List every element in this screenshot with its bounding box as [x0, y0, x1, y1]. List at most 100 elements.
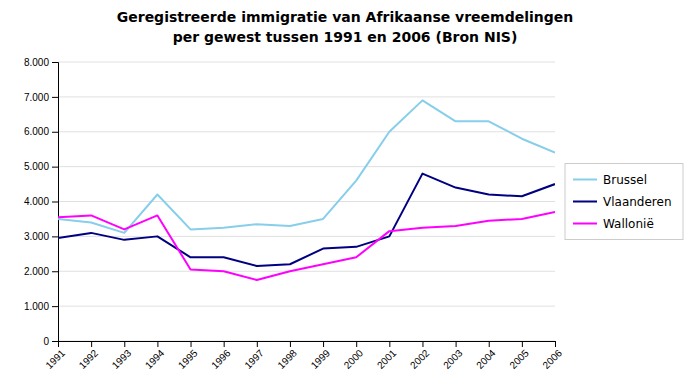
x-tick-mark — [157, 341, 158, 347]
legend-swatch — [573, 201, 597, 203]
x-tick-label: 2003 — [441, 347, 465, 371]
grid-line — [58, 62, 555, 63]
y-tick-label: 6.000 — [24, 126, 49, 137]
legend-label: Wallonië — [603, 217, 654, 231]
x-tick-label: 2001 — [375, 347, 399, 371]
x-tick-label: 1999 — [309, 347, 333, 371]
legend-label: Vlaanderen — [603, 195, 672, 209]
x-tick-label: 2006 — [540, 347, 564, 371]
x-tick-label: 1991 — [43, 347, 67, 371]
x-tick-label: 1995 — [176, 347, 200, 371]
y-tick-label: 3.000 — [24, 231, 49, 242]
x-tick-mark — [290, 341, 291, 347]
x-tick-mark — [257, 341, 258, 347]
x-tick-label: 1998 — [275, 347, 299, 371]
x-tick-mark — [356, 341, 357, 347]
x-axis-line — [59, 342, 556, 348]
x-tick: 2003 — [441, 341, 465, 371]
grid-line — [58, 96, 555, 97]
y-tick-label: 5.000 — [24, 161, 49, 172]
x-tick: 1997 — [242, 341, 266, 371]
x-tick: 1995 — [176, 341, 200, 371]
y-tick-label: 0 — [43, 336, 49, 347]
y-tick: 0 — [43, 336, 58, 347]
y-tick-label: 1.000 — [24, 301, 49, 312]
legend: Brussel Vlaanderen Wallonië — [565, 164, 683, 240]
legend-box — [565, 164, 683, 240]
title: Geregistreerde immigratie van Afrikaanse… — [117, 9, 574, 25]
y-tick: 8.000 — [24, 57, 58, 68]
x-tick-mark — [389, 341, 390, 347]
grid-line — [58, 166, 555, 167]
legend-swatch — [573, 223, 597, 225]
x-tick-mark — [191, 341, 192, 347]
chart-svg: 1991 1992 1993 1994 1995 1996 1997 1998 1999 2000… — [0, 0, 690, 389]
x-tick-mark — [224, 341, 225, 347]
grid-line — [58, 306, 555, 307]
x-tick-mark — [124, 341, 125, 347]
y-tick: 7.000 — [24, 92, 58, 103]
y-axis-line — [52, 63, 59, 342]
y-tick-label: 8.000 — [24, 57, 49, 68]
x-tick-label: 2002 — [408, 347, 432, 371]
x-tick-mark — [323, 341, 324, 347]
x-tick-mark — [422, 341, 423, 347]
legend-swatch — [573, 179, 597, 181]
y-tick-label: 4.000 — [24, 196, 49, 207]
y-tick-mark — [52, 271, 58, 272]
x-tick: 1999 — [309, 341, 333, 371]
x-tick: 1994 — [143, 341, 167, 371]
x-tick-mark — [91, 341, 92, 347]
y-tick-mark — [52, 202, 58, 203]
x-tick: 2005 — [507, 341, 531, 371]
x-tick-label: 2005 — [507, 347, 531, 371]
legend-label: Brussel — [603, 173, 647, 187]
x-tick: 1998 — [275, 341, 299, 371]
series-line — [58, 174, 555, 266]
x-tick-mark — [555, 341, 556, 347]
x-tick: 2001 — [375, 341, 399, 371]
x-tick-label: 1994 — [143, 347, 167, 371]
y-axis: 0 1.000 2.000 3.000 4.000 5.000 6.000 7.000 8.00… — [24, 57, 59, 347]
y-tick: 4.000 — [24, 196, 58, 207]
y-tick-label: 2.000 — [24, 266, 49, 277]
x-tick: 2002 — [408, 341, 432, 371]
x-tick: 1996 — [209, 341, 233, 371]
y-tick: 1.000 — [24, 301, 58, 312]
grid — [58, 62, 555, 341]
x-tick-label: 1992 — [77, 347, 101, 371]
y-tick-mark — [52, 167, 58, 168]
chart-container: 1991 1992 1993 1994 1995 1996 1997 1998 1999 2000… — [0, 0, 690, 389]
y-tick: 6.000 — [24, 126, 58, 137]
y-tick-mark — [52, 97, 58, 98]
y-tick-mark — [52, 132, 58, 133]
grid-line — [58, 271, 555, 272]
y-tick-label: 7.000 — [24, 92, 49, 103]
grid-line — [58, 131, 555, 132]
x-tick-label: 2004 — [474, 347, 498, 371]
y-tick-mark — [52, 306, 58, 307]
subtitle: per gewest tussen 1991 en 2006 (Bron NIS… — [173, 29, 518, 45]
y-tick: 3.000 — [24, 231, 58, 242]
series-line — [58, 100, 555, 233]
x-tick: 1992 — [77, 341, 101, 371]
y-tick: 5.000 — [24, 161, 58, 172]
plot-area — [58, 100, 555, 280]
x-tick-label: 2000 — [342, 347, 366, 371]
x-tick-label: 1997 — [242, 347, 266, 371]
x-tick: 2004 — [474, 341, 498, 371]
x-tick-mark — [522, 341, 523, 347]
y-tick: 2.000 — [24, 266, 58, 277]
grid-line — [58, 201, 555, 202]
y-tick-mark — [52, 341, 58, 342]
grid-line — [58, 236, 555, 237]
x-axis: 1991 1992 1993 1994 1995 1996 1997 1998 1999 2000… — [43, 341, 564, 371]
x-tick: 2006 — [540, 341, 564, 371]
x-tick: 1993 — [110, 341, 134, 371]
y-tick-mark — [52, 62, 58, 63]
x-tick: 2000 — [342, 341, 366, 371]
x-tick-label: 1993 — [110, 347, 134, 371]
y-tick-mark — [52, 236, 58, 237]
x-tick-mark — [489, 341, 490, 347]
x-tick-mark — [456, 341, 457, 347]
